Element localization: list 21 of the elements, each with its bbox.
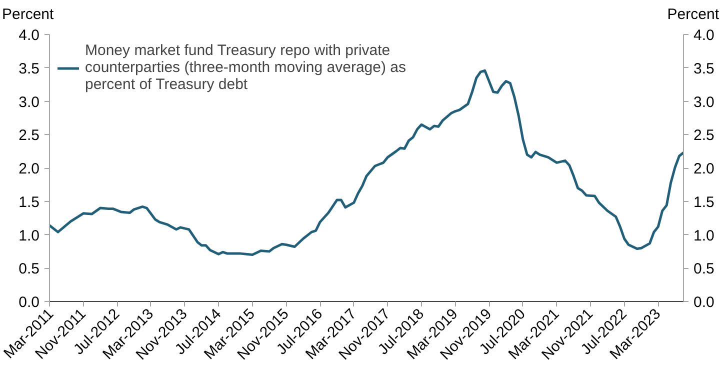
y-tick-label: 0.0 <box>18 294 40 311</box>
y2-tick-label: 0.5 <box>694 260 714 278</box>
y2-tick-label: 3.5 <box>694 60 714 78</box>
y2-axis-title: Percent <box>667 5 719 25</box>
y-tick-label: 2.0 <box>18 160 40 178</box>
y2-tick-label: 2.5 <box>694 127 714 144</box>
y2-tick-label: 4.0 <box>694 27 714 44</box>
y-tick-label: 1.5 <box>18 194 40 211</box>
y-axis-title: Percent <box>2 5 54 25</box>
y2-tick-label: 1.5 <box>694 194 714 211</box>
y2-tick-label: 3.0 <box>694 94 714 111</box>
y2-tick-label: 0.0 <box>694 294 714 311</box>
y2-tick-label: 1.0 <box>694 227 714 244</box>
legend-label: Money market fund Treasury repo with private counterparties (three-month moving average) as percent of Treasury debt <box>85 42 406 93</box>
y-tick-label: 2.5 <box>18 127 40 144</box>
y-tick-label: 4.0 <box>18 27 40 44</box>
y-tick-label: 3.5 <box>18 60 40 78</box>
y-tick-label: 0.5 <box>18 260 40 278</box>
y-tick-label: 1.0 <box>18 227 40 244</box>
y-tick-label: 3.0 <box>18 94 40 111</box>
y2-tick-label: 2.0 <box>694 160 714 178</box>
